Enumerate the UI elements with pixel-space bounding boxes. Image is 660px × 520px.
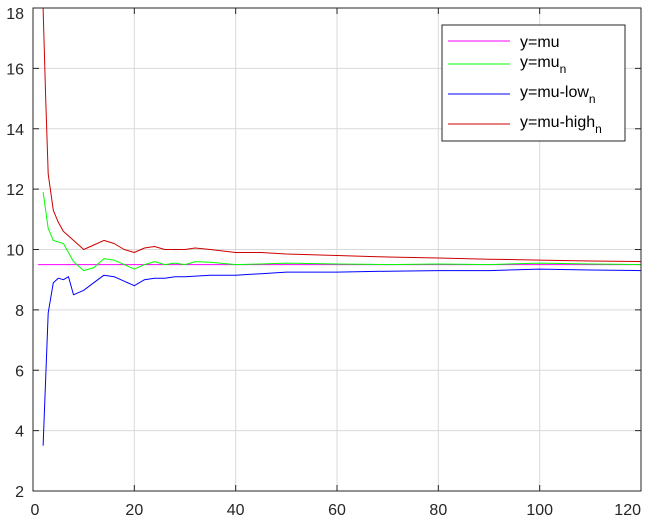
series-layer	[38, 7, 642, 446]
y-tick-label: 16	[6, 61, 24, 78]
legend-label-mu: y=mu	[520, 34, 560, 51]
y-tick-label: 18	[6, 6, 24, 23]
y-axis-tick-labels: 2 4 6 8 10 12 14 16 18	[6, 6, 24, 501]
legend-entry-mu-high-n: y=mu-highn	[448, 114, 602, 136]
legend: y=mu y=mun y=mu-lown y=mu-highn	[441, 24, 626, 142]
y-tick-label: 8	[15, 303, 24, 320]
series-mu-low-n	[42, 268, 642, 446]
legend-label-mu-low-n: y=mu-lown	[520, 84, 596, 106]
x-tick-label: 120	[614, 502, 641, 519]
legend-entry-mu-low-n: y=mu-lown	[448, 84, 596, 106]
y-tick-label: 6	[15, 363, 24, 380]
series-mu-high-n	[42, 7, 642, 263]
x-tick-label: 80	[429, 502, 447, 519]
legend-entry-mu: y=mu	[448, 34, 560, 51]
x-tick-label: 40	[227, 502, 245, 519]
tick-marks	[32, 7, 642, 492]
legend-box	[441, 24, 626, 142]
legend-entry-mu-n: y=mun	[448, 54, 566, 76]
legend-label-mu-n: y=mun	[520, 54, 566, 76]
x-tick-label: 60	[328, 502, 346, 519]
x-tick-label: 20	[125, 502, 143, 519]
series-mu-n	[42, 192, 642, 272]
y-tick-label: 2	[15, 484, 24, 501]
x-tick-label: 0	[31, 502, 40, 519]
y-tick-label: 12	[6, 182, 24, 199]
legend-label-mu-high-n: y=mu-highn	[520, 114, 602, 136]
x-axis-tick-labels: 0 20 40 60 80 100 120	[31, 502, 642, 519]
x-tick-label: 100	[526, 502, 553, 519]
y-tick-label: 4	[15, 424, 24, 441]
y-tick-label: 10	[6, 243, 24, 260]
y-tick-label: 14	[6, 122, 24, 139]
